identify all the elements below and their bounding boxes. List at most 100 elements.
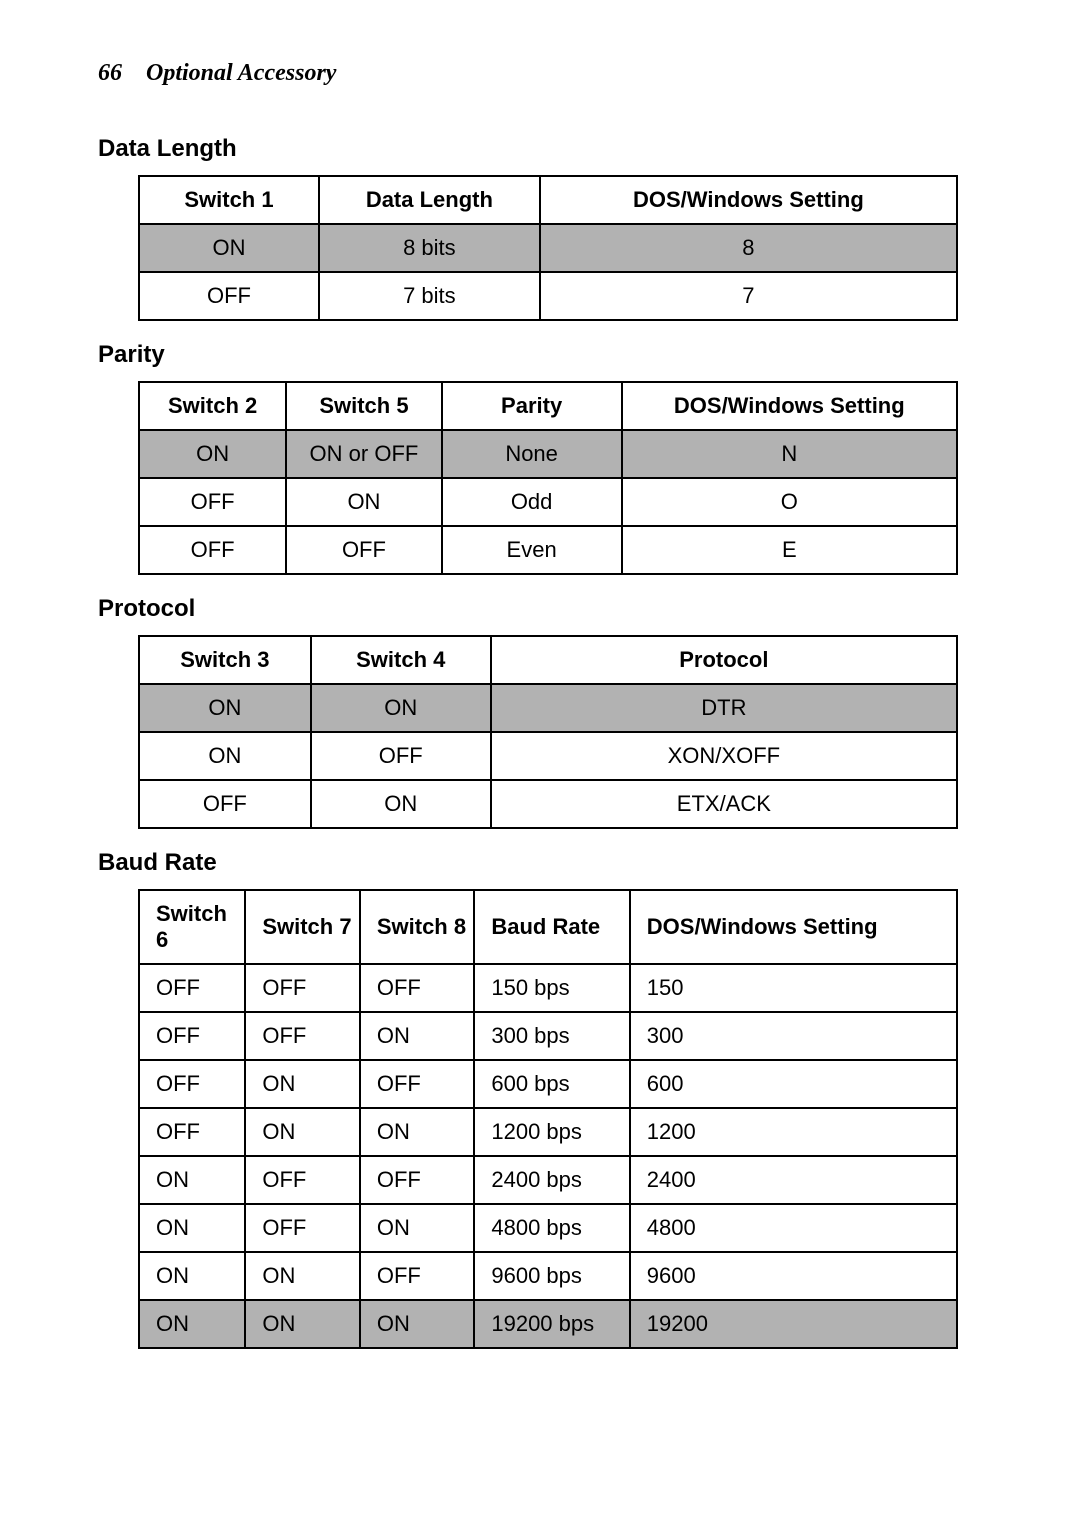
table-cell: ON bbox=[139, 1156, 245, 1204]
table-cell: ON bbox=[245, 1300, 360, 1348]
table-cell: 600 bps bbox=[474, 1060, 629, 1108]
table-cell: ON bbox=[139, 430, 286, 478]
table-cell: OFF bbox=[360, 964, 475, 1012]
table-cell: ON bbox=[360, 1108, 475, 1156]
section-title-protocol: Protocol bbox=[98, 595, 982, 623]
section-title-parity: Parity bbox=[98, 341, 982, 369]
table-row: ONOFFON4800 bps4800 bbox=[139, 1204, 957, 1252]
table-cell: XON/XOFF bbox=[491, 732, 957, 780]
table-cell: OFF bbox=[139, 1012, 245, 1060]
table-header-row: Switch 6 Switch 7 Switch 8 Baud Rate DOS… bbox=[139, 890, 957, 964]
table-header-row: Switch 3 Switch 4 Protocol bbox=[139, 636, 957, 684]
table-cell: 300 bbox=[630, 1012, 957, 1060]
page-number: 66 bbox=[98, 60, 122, 86]
table-cell: ON bbox=[360, 1300, 475, 1348]
table-cell: E bbox=[622, 526, 957, 574]
table-cell: ON bbox=[360, 1012, 475, 1060]
table-row: ONONOFF9600 bps9600 bbox=[139, 1252, 957, 1300]
table-cell: 7 bbox=[540, 272, 957, 320]
table-cell: OFF bbox=[139, 780, 311, 828]
table-cell: OFF bbox=[139, 478, 286, 526]
table-cell: 150 bbox=[630, 964, 957, 1012]
col-header: Data Length bbox=[319, 176, 540, 224]
table-row: OFFOFFEvenE bbox=[139, 526, 957, 574]
table-cell: OFF bbox=[245, 964, 360, 1012]
table-cell: 9600 bps bbox=[474, 1252, 629, 1300]
section-title-baud-rate: Baud Rate bbox=[98, 849, 982, 877]
table-cell: ON bbox=[139, 224, 319, 272]
table-row: OFFONON1200 bps1200 bbox=[139, 1108, 957, 1156]
table-cell: OFF bbox=[286, 526, 441, 574]
table-header-row: Switch 1 Data Length DOS/Windows Setting bbox=[139, 176, 957, 224]
table-cell: ON bbox=[139, 1204, 245, 1252]
table-parity: Switch 2 Switch 5 Parity DOS/Windows Set… bbox=[138, 381, 958, 575]
table-cell: 600 bbox=[630, 1060, 957, 1108]
table-cell: Even bbox=[442, 526, 622, 574]
table-cell: ON bbox=[139, 1300, 245, 1348]
col-header: Switch 2 bbox=[139, 382, 286, 430]
col-header: Switch 4 bbox=[311, 636, 491, 684]
table-row: ONOFFXON/XOFF bbox=[139, 732, 957, 780]
page-title: Optional Accessory bbox=[146, 60, 336, 86]
table-cell: ON or OFF bbox=[286, 430, 441, 478]
table-cell: ON bbox=[286, 478, 441, 526]
col-header: Switch 7 bbox=[245, 890, 360, 964]
table-cell: ON bbox=[360, 1204, 475, 1252]
table-body: ON8 bits8OFF7 bits7 bbox=[139, 224, 957, 320]
table-body: ONONDTRONOFFXON/XOFFOFFONETX/ACK bbox=[139, 684, 957, 828]
table-cell: OFF bbox=[245, 1012, 360, 1060]
table-row: ONON or OFFNoneN bbox=[139, 430, 957, 478]
col-header: Switch 6 bbox=[139, 890, 245, 964]
table-row: ONOFFOFF2400 bps2400 bbox=[139, 1156, 957, 1204]
col-header: DOS/Windows Setting bbox=[540, 176, 957, 224]
table-cell: 1200 bps bbox=[474, 1108, 629, 1156]
table-cell: 19200 bps bbox=[474, 1300, 629, 1348]
table-row: OFFOFFON300 bps300 bbox=[139, 1012, 957, 1060]
table-row: OFFONOddO bbox=[139, 478, 957, 526]
table-cell: OFF bbox=[245, 1156, 360, 1204]
table-cell: N bbox=[622, 430, 957, 478]
table-cell: Odd bbox=[442, 478, 622, 526]
table-row: ONONDTR bbox=[139, 684, 957, 732]
page-header: 66 Optional Accessory bbox=[98, 60, 982, 87]
table-cell: ETX/ACK bbox=[491, 780, 957, 828]
col-header: Parity bbox=[442, 382, 622, 430]
col-header: Switch 3 bbox=[139, 636, 311, 684]
table-cell: 7 bits bbox=[319, 272, 540, 320]
table-cell: OFF bbox=[139, 1108, 245, 1156]
table-cell: OFF bbox=[311, 732, 491, 780]
col-header: DOS/Windows Setting bbox=[622, 382, 957, 430]
table-cell: ON bbox=[245, 1252, 360, 1300]
table-cell: ON bbox=[139, 732, 311, 780]
table-cell: OFF bbox=[360, 1156, 475, 1204]
table-cell: 150 bps bbox=[474, 964, 629, 1012]
table-row: ONONON19200 bps19200 bbox=[139, 1300, 957, 1348]
col-header: DOS/Windows Setting bbox=[630, 890, 957, 964]
table-cell: ON bbox=[245, 1108, 360, 1156]
table-data-length: Switch 1 Data Length DOS/Windows Setting… bbox=[138, 175, 958, 321]
col-header: Switch 8 bbox=[360, 890, 475, 964]
table-cell: O bbox=[622, 478, 957, 526]
table-cell: 9600 bbox=[630, 1252, 957, 1300]
table-cell: 2400 bbox=[630, 1156, 957, 1204]
table-cell: 19200 bbox=[630, 1300, 957, 1348]
table-cell: OFF bbox=[139, 964, 245, 1012]
table-cell: DTR bbox=[491, 684, 957, 732]
table-cell: OFF bbox=[245, 1204, 360, 1252]
col-header: Protocol bbox=[491, 636, 957, 684]
table-row: ON8 bits8 bbox=[139, 224, 957, 272]
table-cell: 300 bps bbox=[474, 1012, 629, 1060]
table-body: OFFOFFOFF150 bps150OFFOFFON300 bps300OFF… bbox=[139, 964, 957, 1348]
table-cell: OFF bbox=[360, 1060, 475, 1108]
col-header: Switch 5 bbox=[286, 382, 441, 430]
table-cell: ON bbox=[139, 684, 311, 732]
table-cell: None bbox=[442, 430, 622, 478]
table-cell: 8 bits bbox=[319, 224, 540, 272]
table-cell: 2400 bps bbox=[474, 1156, 629, 1204]
table-row: OFF7 bits7 bbox=[139, 272, 957, 320]
table-cell: 1200 bbox=[630, 1108, 957, 1156]
table-row: OFFOFFOFF150 bps150 bbox=[139, 964, 957, 1012]
table-cell: OFF bbox=[139, 1060, 245, 1108]
table-row: OFFONOFF600 bps600 bbox=[139, 1060, 957, 1108]
table-baud-rate: Switch 6 Switch 7 Switch 8 Baud Rate DOS… bbox=[138, 889, 958, 1349]
